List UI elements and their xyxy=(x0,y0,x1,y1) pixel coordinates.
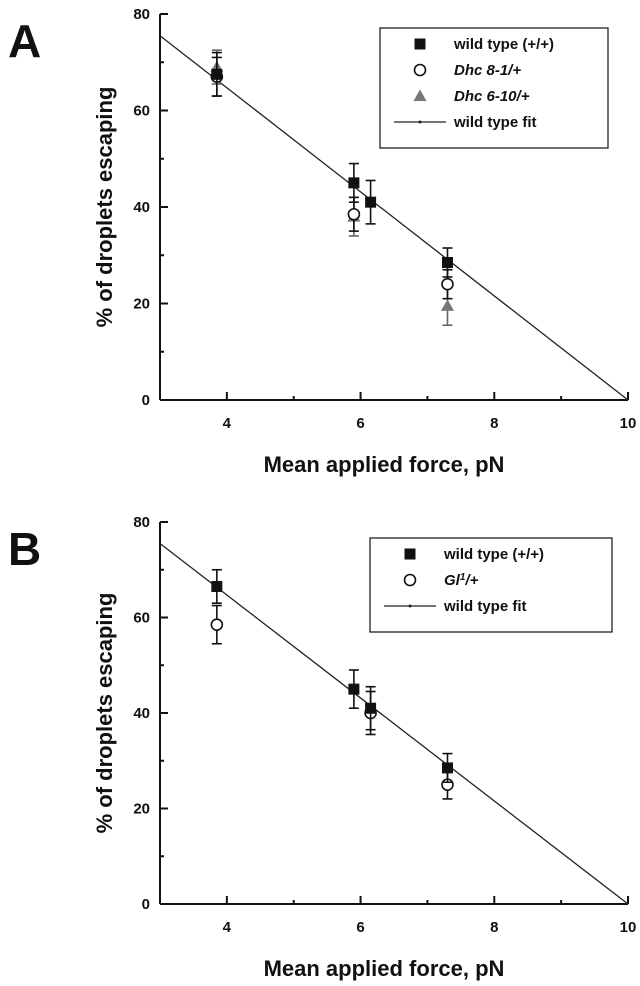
x-tick-label: 4 xyxy=(223,919,232,936)
y-tick-label: 0 xyxy=(142,896,150,913)
legend-marker xyxy=(413,89,427,101)
x-tick-label: 10 xyxy=(620,415,637,432)
legend-label: wild type (+/+) xyxy=(443,546,544,563)
chart-b: B 0 20 40 60 80 4 6 8 10 Mean applied force, pN % o… xyxy=(8,514,637,981)
legend-marker xyxy=(414,38,426,50)
data-point xyxy=(365,702,377,714)
legend-label: Dhc 6-10/+ xyxy=(454,88,530,105)
x-tick-label: 8 xyxy=(490,919,498,936)
y-tick-label: 20 xyxy=(133,801,150,818)
fit-line xyxy=(159,35,629,401)
data-point xyxy=(441,256,453,268)
y-tick-label: 40 xyxy=(133,705,150,722)
data-point xyxy=(441,277,454,291)
y-tick-label: 20 xyxy=(133,296,150,313)
legend-marker xyxy=(413,63,427,77)
legend-label: wild type fit xyxy=(443,598,527,615)
y-tick-label: 60 xyxy=(133,610,150,627)
y-tick-label: 60 xyxy=(133,103,150,120)
legend-label: wild type fit xyxy=(453,114,537,131)
data-point xyxy=(211,68,223,80)
legend-marker xyxy=(404,548,416,560)
series-0 xyxy=(211,568,453,784)
panel-a: A 0 20 40 60 80 4 6 8 10 Mean applied force, pN % o… xyxy=(8,6,637,477)
chart-a: A 0 20 40 60 80 4 6 8 10 Mean applied force, pN % o… xyxy=(8,6,637,477)
y-tick-label: 80 xyxy=(133,6,150,23)
x-tick-label: 10 xyxy=(620,919,637,936)
panel-b: B 0 20 40 60 80 4 6 8 10 Mean applied force, pN % o… xyxy=(0,493,640,986)
x-tick-label: 6 xyxy=(356,415,364,432)
legend-label: wild type (+/+) xyxy=(453,36,554,53)
x-axis-title: Mean applied force, pN xyxy=(264,452,505,477)
fit-line xyxy=(159,542,629,905)
y-axis-title: % of droplets escaping xyxy=(92,87,117,328)
y-tick-label: 40 xyxy=(133,199,150,216)
y-tick-label: 0 xyxy=(142,392,150,409)
data-point xyxy=(210,618,224,631)
data-point xyxy=(441,762,453,774)
data-point xyxy=(348,177,360,189)
x-tick-label: 4 xyxy=(223,415,232,432)
series-1 xyxy=(210,604,454,800)
panel-letter: B xyxy=(8,523,41,575)
legend-label: Gl1/+ xyxy=(444,572,479,590)
legend-marker xyxy=(403,573,417,587)
panel-letter: A xyxy=(8,15,41,67)
data-point xyxy=(211,580,223,592)
series-0 xyxy=(211,51,453,278)
legend-fit-dot xyxy=(418,120,422,124)
legend-fit-dot xyxy=(408,604,412,608)
data-point xyxy=(440,299,454,311)
legend-label: Dhc 8-1/+ xyxy=(454,62,521,79)
data-point xyxy=(347,207,361,221)
x-tick-label: 6 xyxy=(356,919,364,936)
data-point xyxy=(365,196,377,208)
y-axis-title: % of droplets escaping xyxy=(92,593,117,834)
x-tick-label: 8 xyxy=(490,415,498,432)
x-axis-title: Mean applied force, pN xyxy=(264,956,505,981)
data-point xyxy=(348,683,360,695)
y-tick-label: 80 xyxy=(133,514,150,531)
